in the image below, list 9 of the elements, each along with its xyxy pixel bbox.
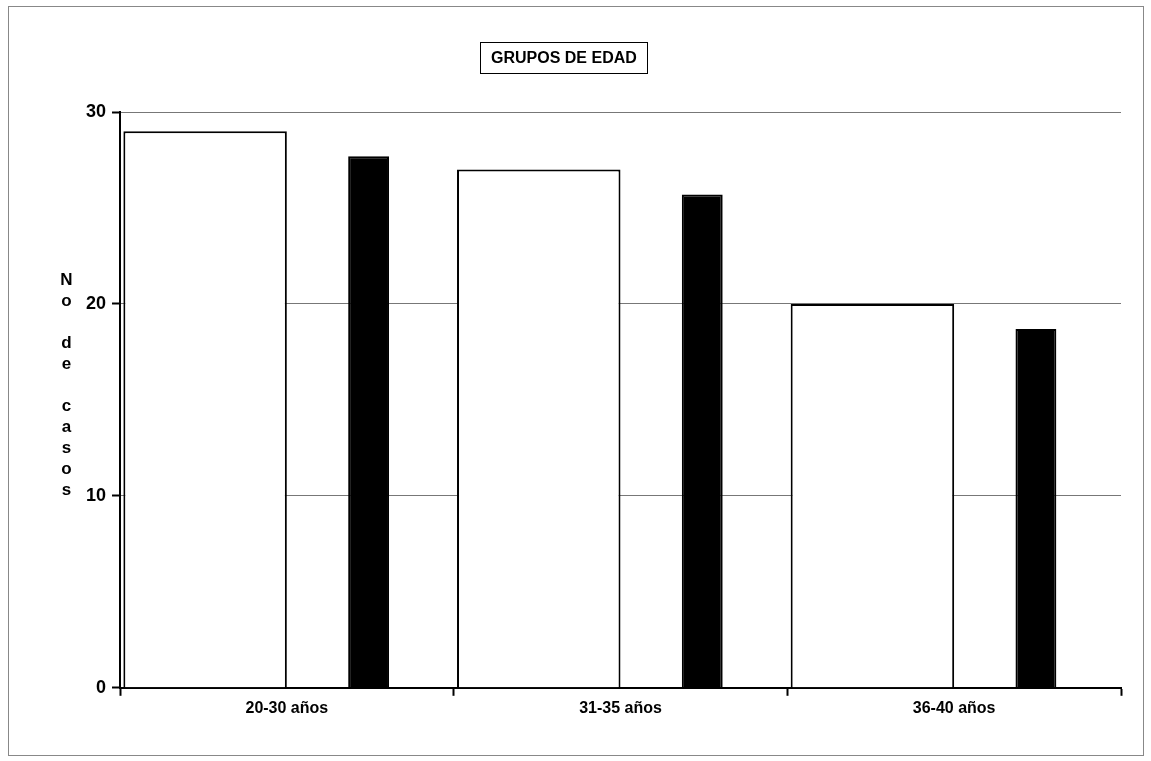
y-tick-label: 10 [85,484,107,505]
y-tick-label: 0 [96,676,107,697]
chart-title: GRUPOS DE EDAD [480,42,648,74]
y-tick-label: 30 [85,100,107,121]
y-axis-title: No de casos [56,270,76,501]
x-tick-label: 31-35 años [579,698,662,716]
x-tick-label: 36-40 años [912,698,996,716]
y-tick-label: 20 [85,292,107,313]
x-tick-label: 20-30 años [245,698,329,716]
